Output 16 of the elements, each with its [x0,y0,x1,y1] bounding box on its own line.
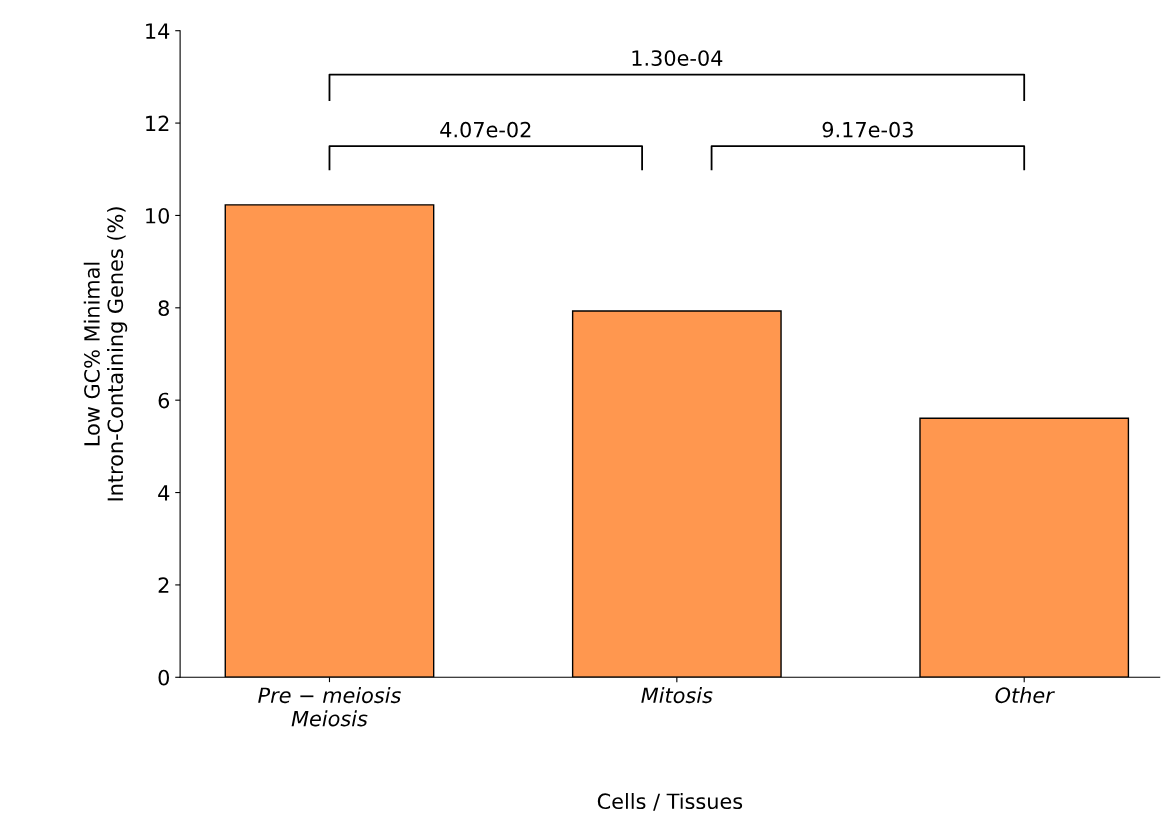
y-tick-label: 12 [146,115,169,131]
x-tick-label: Pre − meiosis Meiosis [258,687,401,727]
x-tick-label: Mitosis [641,687,713,704]
y-tick-label: 0 [158,669,169,686]
x-tick-label: Other [995,687,1055,704]
annotation: 4.07e-02 [440,121,531,138]
annotation: 9.17e-03 [822,121,913,138]
annotation: 1.30e-04 [632,50,723,66]
y-tick-label: 10 [146,207,169,224]
y-tick-label: 8 [158,300,169,317]
y-tick-label: 4 [158,485,170,501]
y-tick-label: 14 [146,23,170,39]
y-axis-title: Low GC% Minimal Intron-Containing Genes (%) [83,207,128,501]
y-tick-label: 2 [158,577,169,593]
y-tick-label: 6 [158,392,170,409]
x-axis-title: Cells / Tissues [597,792,743,811]
